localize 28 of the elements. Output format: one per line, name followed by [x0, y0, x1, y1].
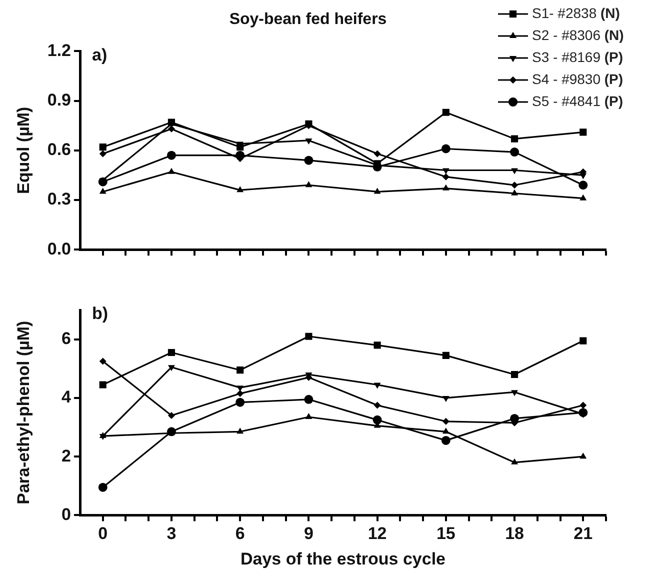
annotation: b): [92, 304, 108, 324]
y-axis-title: Para-ethyl-phenol (µM): [14, 320, 33, 504]
y-axis-title: Equol (µM): [14, 106, 33, 194]
x-tick-label: 21: [574, 524, 593, 544]
y-tick-label: 0.0: [47, 239, 71, 258]
x-tick-label: 12: [368, 524, 387, 544]
legend-label: S2 - #8306 (N): [532, 26, 624, 43]
x-tick-label: 6: [235, 524, 245, 544]
legend-label: S4 - #9830 (P): [532, 70, 624, 87]
y-tick-label: 2: [62, 446, 71, 466]
y-tick-label: 6: [62, 329, 71, 348]
x-tick-label: 0: [98, 524, 108, 544]
x-tick-label: 15: [436, 524, 456, 544]
y-tick-label: 0: [62, 504, 71, 524]
legend-label: S1- #2838 (N): [532, 4, 620, 21]
legend-label: S5 - #4841 (P): [532, 92, 624, 109]
y-tick-label: 4: [62, 388, 72, 407]
x-tick-label: 9: [304, 524, 314, 544]
x-tick-label: 18: [505, 524, 524, 544]
y-tick-label: 0.3: [47, 190, 71, 209]
y-tick-label: 0.6: [47, 140, 71, 160]
legend-label: S3 - #8169 (P): [532, 48, 624, 65]
x-axis-title: Days of the estrous cycle: [240, 549, 446, 568]
y-tick-label: 1.2: [47, 40, 71, 60]
chart-title: Soy-bean fed heifers: [229, 11, 387, 28]
y-tick-label: 0.9: [47, 90, 71, 110]
x-tick-label: 3: [166, 524, 176, 544]
annotation: a): [92, 45, 108, 64]
